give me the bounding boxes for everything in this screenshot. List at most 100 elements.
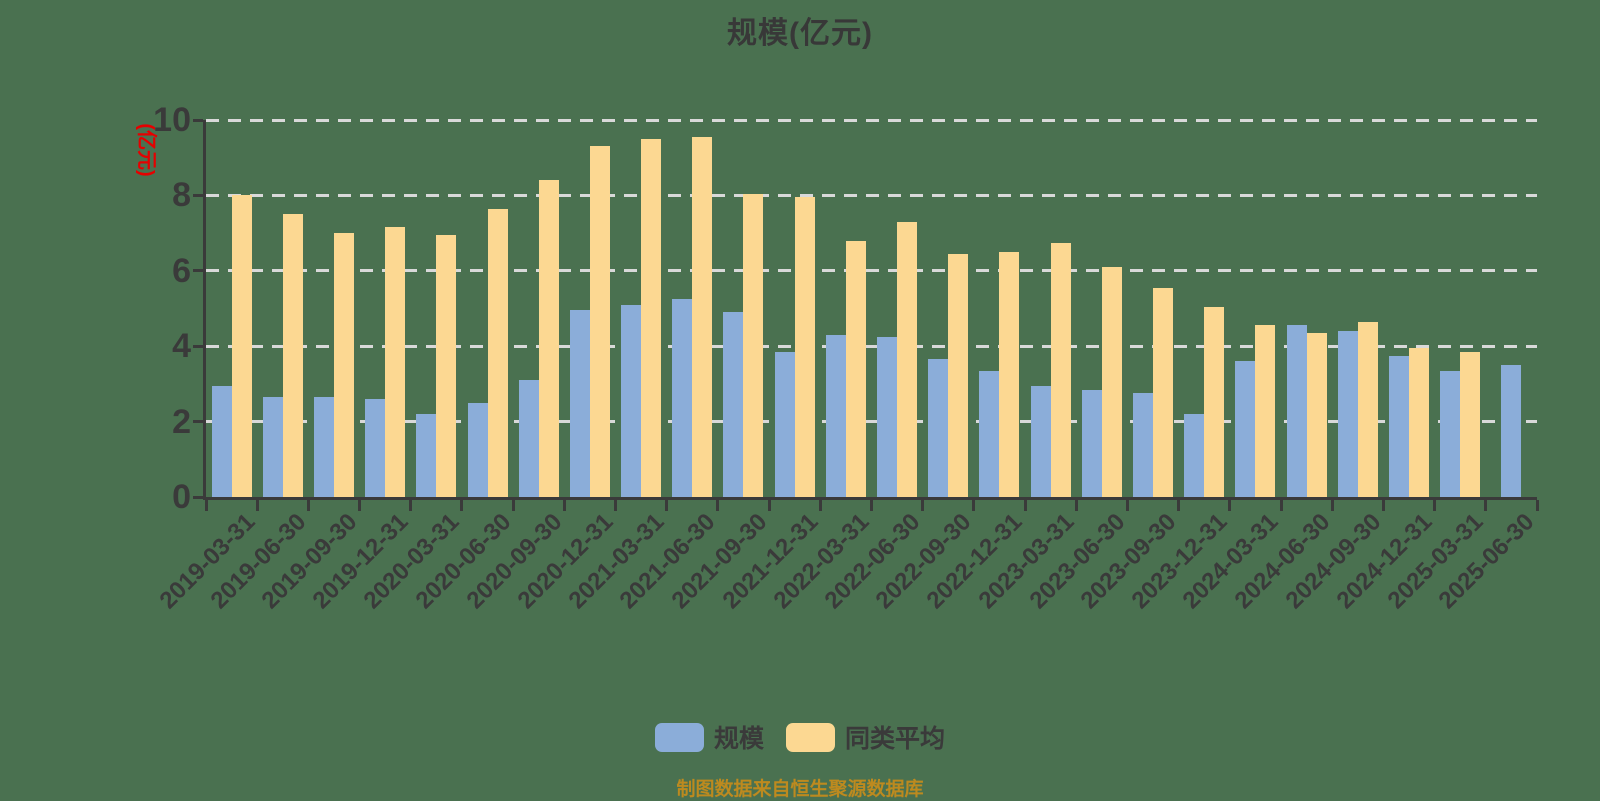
bar-scale-2023-09-30[interactable] (1132, 393, 1153, 497)
category-2023-12-31 (1179, 120, 1230, 497)
category-2022-09-30 (923, 120, 974, 497)
gridline-4 (206, 344, 1537, 348)
x-tick (358, 500, 362, 511)
bar-average-2023-12-31[interactable] (1204, 306, 1225, 497)
bar-scale-2024-09-30[interactable] (1337, 331, 1358, 497)
bar-average-2024-12-31[interactable] (1408, 348, 1429, 497)
bar-scale-2023-12-31[interactable] (1184, 414, 1205, 497)
bar-average-2022-12-31[interactable] (999, 251, 1020, 497)
bar-scale-2024-12-31[interactable] (1388, 355, 1409, 497)
chart-title: 规模(亿元) (727, 17, 873, 50)
bar-average-2022-06-30[interactable] (897, 221, 918, 497)
bar-scale-2021-06-30[interactable] (672, 299, 693, 497)
category-2023-06-30 (1076, 120, 1127, 497)
bar-average-2019-06-30[interactable] (282, 214, 303, 497)
bar-average-2024-03-31[interactable] (1255, 325, 1276, 497)
bar-scale-2025-03-31[interactable] (1440, 370, 1461, 497)
category-2024-03-31 (1230, 120, 1281, 497)
x-tick (1228, 500, 1232, 511)
bar-scale-2024-06-30[interactable] (1286, 325, 1307, 497)
bar-average-2025-03-31[interactable] (1460, 351, 1481, 497)
x-tick (255, 500, 259, 511)
bar-scale-2019-09-30[interactable] (313, 397, 334, 497)
bar-average-2022-09-30[interactable] (948, 253, 969, 497)
x-tick (1330, 500, 1334, 511)
x-tick (409, 500, 413, 511)
y-tick-label-6: 6 (172, 251, 191, 290)
bar-scale-2022-09-30[interactable] (928, 359, 949, 497)
bar-average-2019-12-31[interactable] (385, 227, 406, 497)
bar-scale-2019-03-31[interactable] (211, 385, 232, 497)
bar-scale-2024-03-31[interactable] (1235, 361, 1256, 497)
x-tick (767, 500, 771, 511)
bar-scale-2022-06-30[interactable] (877, 336, 898, 497)
category-2021-06-30 (667, 120, 718, 497)
bar-average-2023-09-30[interactable] (1152, 287, 1173, 497)
x-tick (1279, 500, 1283, 511)
bar-scale-2022-03-31[interactable] (825, 334, 846, 497)
bar-scale-2023-06-30[interactable] (1081, 389, 1102, 497)
bar-average-2022-03-31[interactable] (845, 240, 866, 497)
y-tick-label-0: 0 (172, 478, 191, 516)
y-tick-10 (193, 118, 203, 122)
x-tick (1484, 500, 1488, 511)
bar-scale-2022-12-31[interactable] (979, 370, 1000, 497)
bar-average-2020-06-30[interactable] (487, 208, 508, 497)
legend-label-scale: 规模 (713, 725, 764, 753)
bar-average-2021-09-30[interactable] (743, 193, 764, 497)
y-tick-6 (193, 269, 203, 273)
x-tick (511, 500, 515, 511)
category-2021-12-31 (769, 120, 820, 497)
bar-scale-2021-09-30[interactable] (723, 312, 744, 497)
gridline-6 (206, 269, 1537, 273)
bar-average-2021-06-30[interactable] (692, 136, 713, 497)
legend-item-average[interactable]: 同类平均 (786, 719, 945, 755)
x-tick (1433, 500, 1437, 511)
bar-average-2023-06-30[interactable] (1101, 267, 1122, 497)
category-2022-03-31 (820, 120, 871, 497)
x-tick (716, 500, 720, 511)
gridline-2 (206, 420, 1537, 424)
legend: 规模 同类平均 (0, 719, 1600, 755)
bar-average-2020-09-30[interactable] (538, 180, 559, 497)
x-tick (972, 500, 976, 511)
category-2024-06-30 (1281, 120, 1332, 497)
bar-average-2021-12-31[interactable] (794, 197, 815, 497)
bar-average-2020-12-31[interactable] (589, 146, 610, 497)
bar-scale-2021-12-31[interactable] (774, 351, 795, 497)
x-tick (1125, 500, 1129, 511)
y-axis-line (203, 120, 206, 500)
bar-average-2021-03-31[interactable] (641, 138, 662, 497)
legend-swatch-average (786, 722, 835, 752)
legend-item-scale[interactable]: 规模 (654, 719, 764, 755)
bar-average-2024-09-30[interactable] (1357, 321, 1378, 497)
category-2023-03-31 (1025, 120, 1076, 497)
category-2019-12-31 (360, 120, 411, 497)
x-tick (306, 500, 310, 511)
bar-average-2019-03-31[interactable] (231, 195, 252, 497)
x-tick (460, 500, 464, 511)
bar-average-2020-03-31[interactable] (436, 235, 457, 497)
bar-scale-2021-03-31[interactable] (621, 304, 642, 497)
bar-scale-2020-03-31[interactable] (416, 414, 437, 497)
bar-average-2019-09-30[interactable] (333, 233, 354, 497)
x-tick (1535, 500, 1539, 511)
category-2025-03-31 (1435, 120, 1486, 497)
x-tick (870, 500, 873, 511)
bar-scale-2023-03-31[interactable] (1030, 385, 1051, 497)
bar-average-2024-06-30[interactable] (1306, 333, 1327, 497)
category-2019-03-31 (206, 120, 257, 497)
bar-scale-2019-06-30[interactable] (262, 397, 283, 497)
legend-label-average: 同类平均 (845, 725, 946, 753)
bar-average-2023-03-31[interactable] (1050, 242, 1071, 497)
bar-scale-2020-09-30[interactable] (518, 380, 539, 497)
category-2019-09-30 (308, 120, 359, 497)
bar-scale-2020-06-30[interactable] (467, 402, 488, 497)
bar-scale-2019-12-31[interactable] (365, 398, 386, 497)
category-2022-12-31 (974, 120, 1025, 497)
category-2020-06-30 (462, 120, 513, 497)
bar-scale-2020-12-31[interactable] (569, 310, 590, 497)
x-tick (665, 500, 669, 511)
bar-scale-2025-06-30[interactable] (1501, 365, 1522, 497)
